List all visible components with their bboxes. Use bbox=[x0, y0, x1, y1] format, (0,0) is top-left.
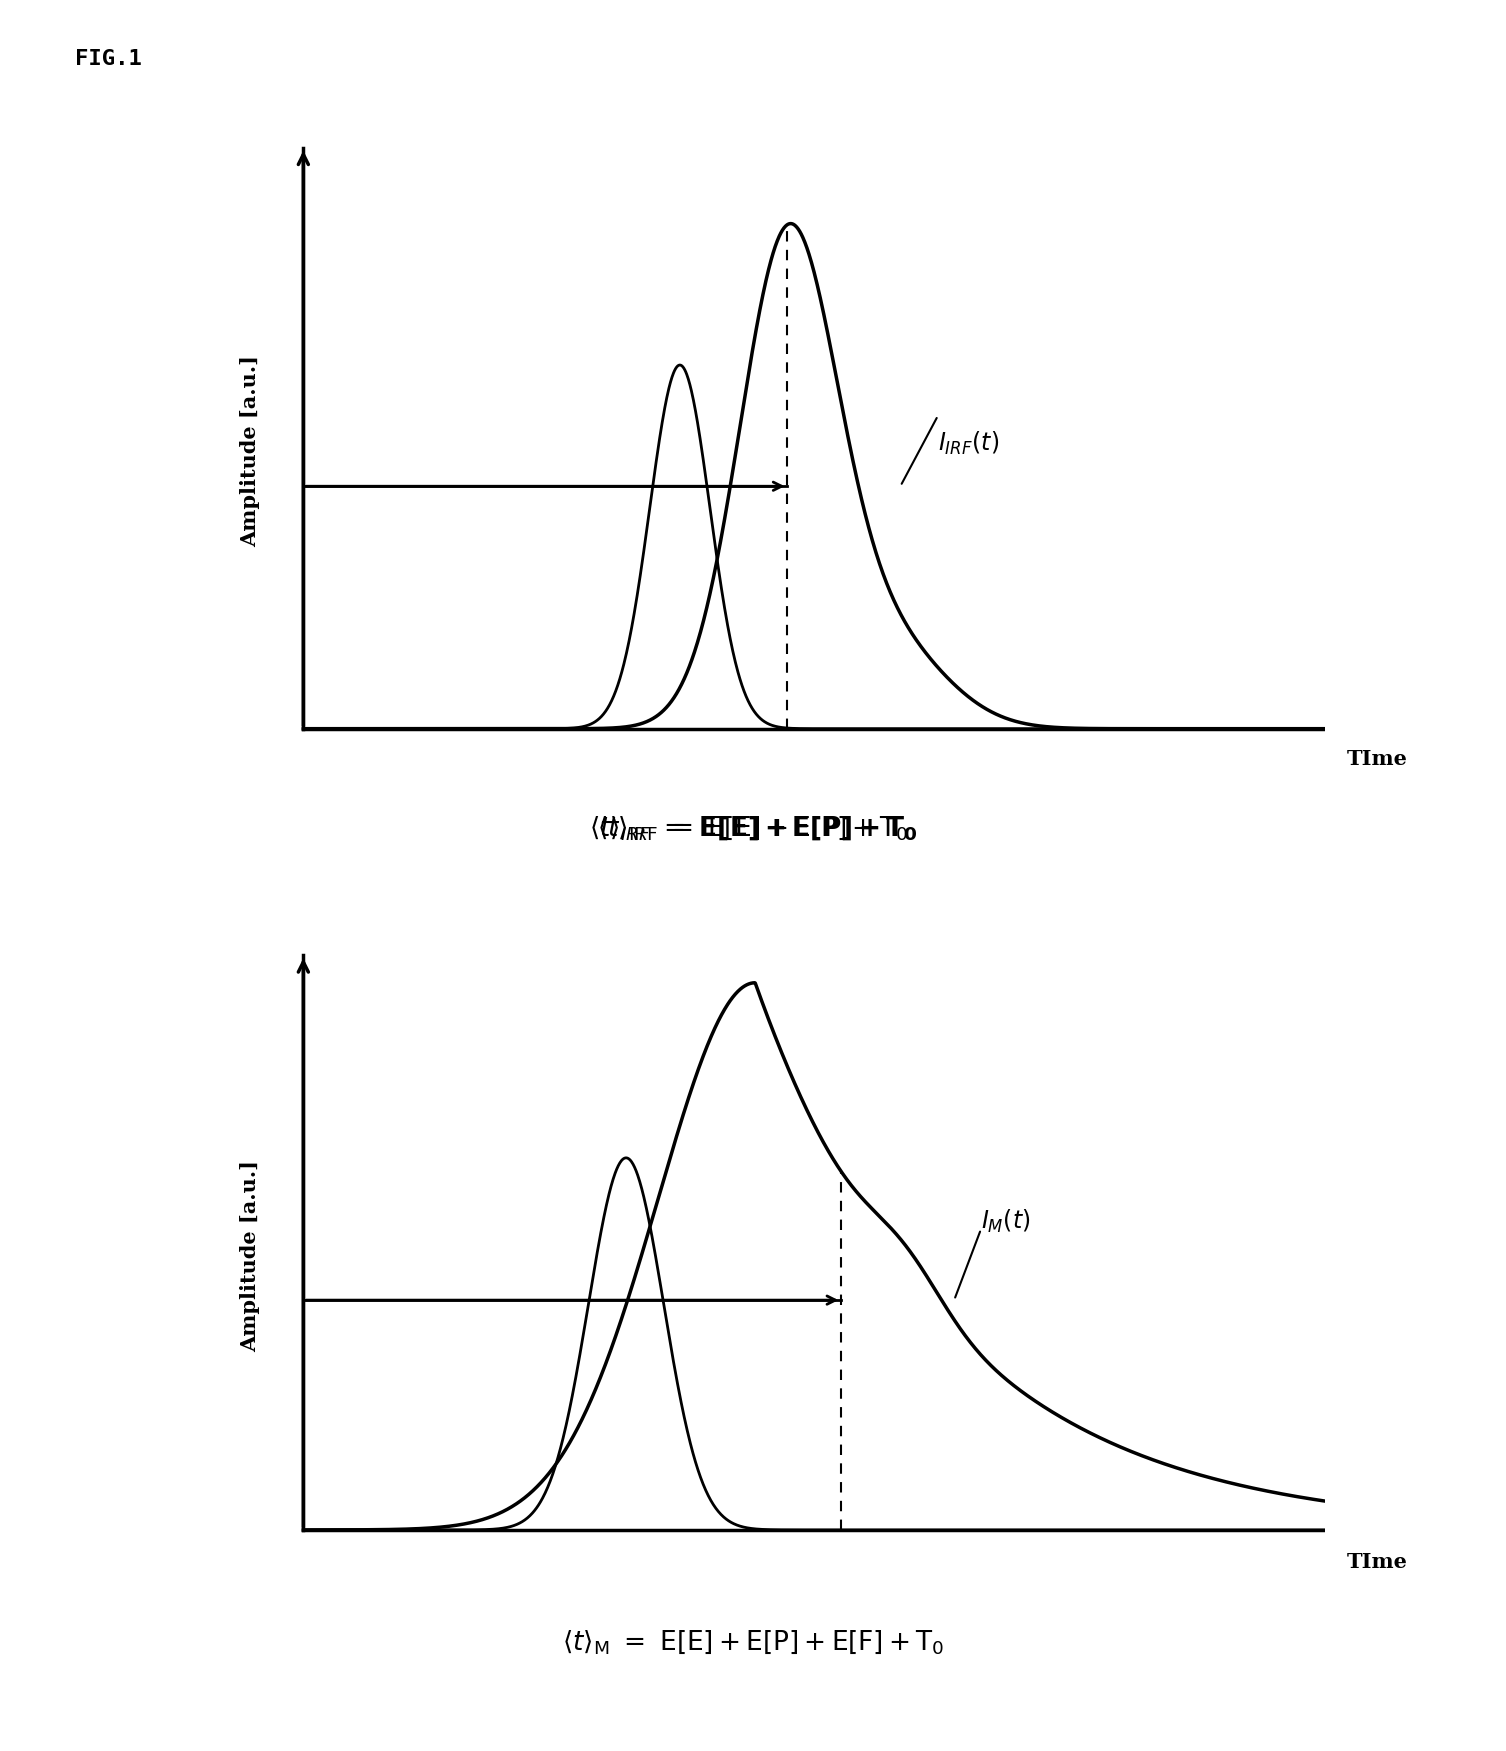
Text: $\langle t\rangle_{IRF}$ $=$ $\mathbf{E[E]+E[P]+T_0}$: $\langle t\rangle_{IRF}$ $=$ $\mathbf{E[… bbox=[589, 814, 917, 842]
Y-axis label: Amplitude [a.u.]: Amplitude [a.u.] bbox=[239, 355, 261, 546]
Text: $\langle \mathit{t} \rangle_{\mathrm{M}}\ =\ \mathrm{E[E]+E[P]+E[F]+T_0}$: $\langle \mathit{t} \rangle_{\mathrm{M}}… bbox=[562, 1628, 944, 1656]
Text: TIme: TIme bbox=[1346, 1551, 1408, 1572]
Text: FIG.1: FIG.1 bbox=[75, 49, 142, 68]
Text: $I_{IRF}(t)$: $I_{IRF}(t)$ bbox=[938, 431, 998, 457]
Text: $I_M(t)$: $I_M(t)$ bbox=[980, 1208, 1030, 1234]
Y-axis label: Amplitude [a.u.]: Amplitude [a.u.] bbox=[239, 1161, 261, 1352]
Text: $\langle \mathit{t} \rangle_{\mathrm{IRF}}\ =\ \mathrm{E[E]+E[P]+T_0}$: $\langle \mathit{t} \rangle_{\mathrm{IRF… bbox=[598, 814, 908, 842]
Text: TIme: TIme bbox=[1346, 749, 1408, 769]
